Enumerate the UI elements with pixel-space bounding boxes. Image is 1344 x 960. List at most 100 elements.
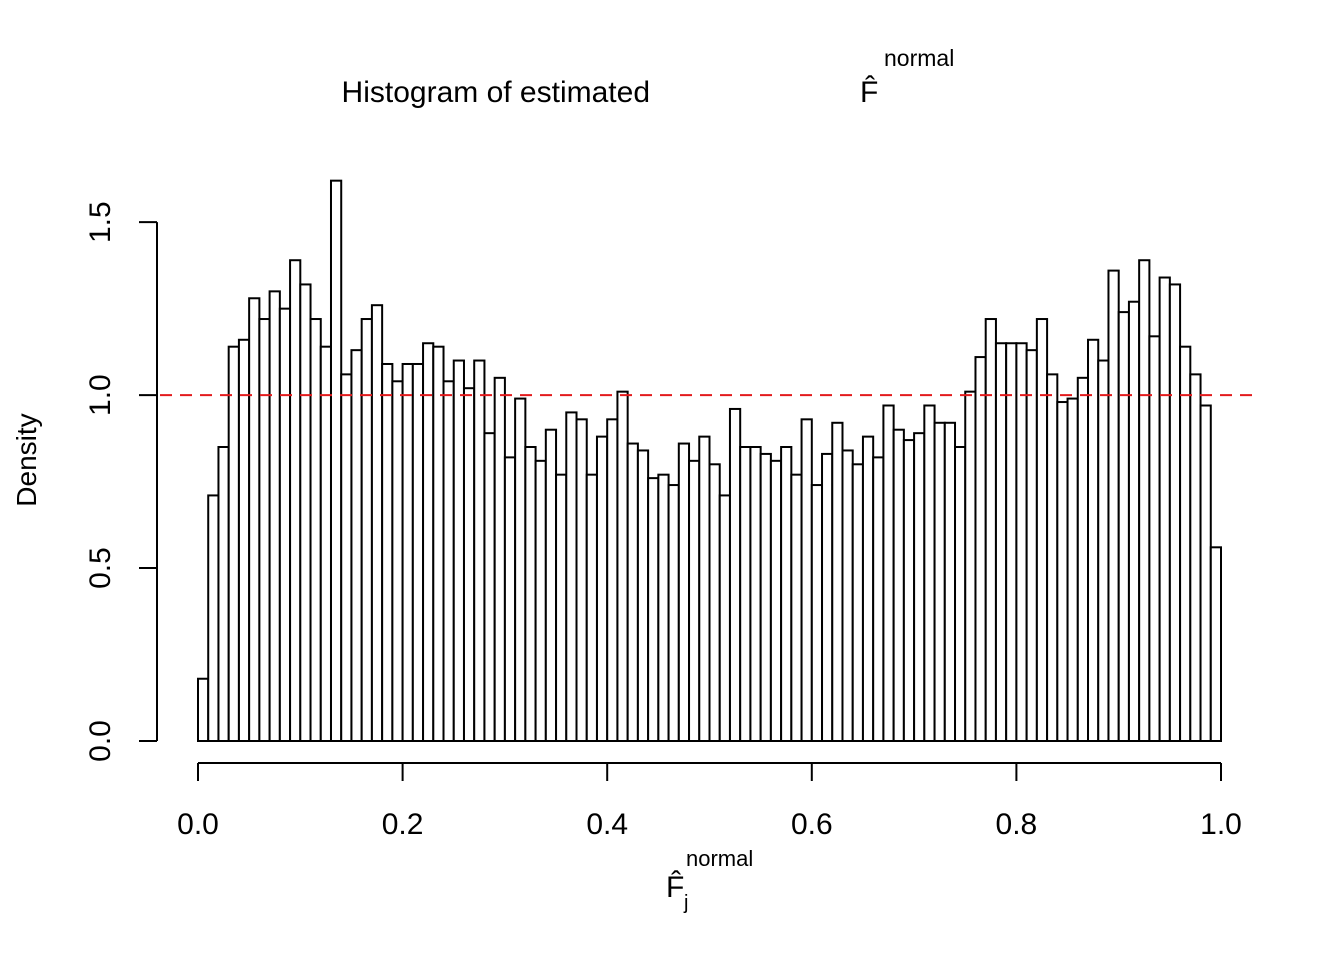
bar (933, 421, 946, 742)
bar (1179, 345, 1192, 742)
bar (841, 449, 854, 742)
bar (954, 446, 967, 742)
chart-title-symbol: F̂ (860, 76, 878, 109)
bar (1097, 359, 1110, 742)
x-axis-label-superscript: normal (686, 846, 753, 871)
bar (493, 376, 506, 742)
bar (851, 463, 864, 742)
bar (432, 345, 445, 742)
bar (565, 411, 578, 742)
bar (422, 342, 435, 742)
bar (514, 397, 527, 742)
bar (1168, 283, 1182, 742)
bar (1138, 259, 1151, 742)
bar (698, 435, 711, 742)
bar (892, 428, 905, 742)
bar (595, 435, 609, 742)
bar (1066, 397, 1079, 742)
bar (1056, 401, 1069, 742)
bar (1158, 276, 1171, 742)
bar (391, 380, 404, 742)
bar (964, 390, 977, 742)
y-tick-label: 0.0 (84, 720, 117, 762)
x-tick-label: 0.0 (177, 808, 219, 841)
bar (688, 459, 701, 742)
bar (1035, 318, 1049, 742)
bar (360, 318, 373, 742)
y-tick-label: 1.5 (84, 201, 117, 243)
bar (340, 373, 353, 742)
bar (1189, 373, 1202, 742)
bar (708, 463, 721, 742)
bar (1117, 311, 1130, 742)
bar (207, 494, 220, 742)
bar (984, 318, 997, 742)
bar (1005, 342, 1018, 742)
bar (442, 380, 455, 742)
bar (534, 459, 547, 742)
x-tick-label: 0.6 (791, 808, 833, 841)
bar (800, 418, 813, 742)
bar (370, 304, 384, 742)
bar (759, 452, 772, 742)
bar (227, 345, 240, 742)
bar (1046, 373, 1059, 742)
bar (1025, 349, 1038, 742)
bar (861, 435, 875, 742)
bar (647, 477, 660, 742)
chart-title: Histogram of estimated (342, 76, 650, 109)
bar (872, 456, 885, 742)
bar (626, 442, 639, 742)
x-tick-label: 0.2 (382, 808, 424, 841)
bar (555, 473, 568, 742)
bar (1127, 300, 1141, 742)
bar (821, 452, 834, 742)
bar (606, 418, 619, 742)
bar (749, 446, 762, 742)
bar (473, 359, 486, 742)
bar (718, 494, 731, 742)
x-axis-label: F̂ (666, 871, 684, 904)
bar (1209, 546, 1223, 743)
bar (319, 345, 332, 742)
x-tick-label: 1.0 (1200, 808, 1242, 841)
bar (739, 446, 752, 742)
bar (677, 442, 691, 742)
bar (769, 459, 783, 742)
x-tick-label: 0.4 (586, 808, 628, 841)
bar (902, 439, 916, 742)
y-tick-label: 0.5 (84, 547, 117, 589)
y-axis-label: Density (11, 413, 42, 506)
bar (524, 446, 537, 742)
bar (575, 418, 588, 742)
bar (483, 432, 496, 742)
bar (1148, 335, 1161, 742)
bar (974, 356, 987, 742)
bar (289, 259, 302, 742)
bar (585, 473, 598, 742)
bar (1107, 269, 1120, 742)
bar (381, 362, 394, 742)
bar (913, 432, 926, 742)
bar (268, 290, 281, 742)
bar (329, 179, 343, 742)
bar (544, 428, 558, 742)
bar (1199, 404, 1212, 742)
bar (248, 297, 261, 742)
bar (790, 473, 803, 742)
y-tick-label: 1.0 (84, 374, 117, 416)
bar (810, 484, 824, 742)
x-axis-label-subscript: j (683, 892, 688, 914)
bar (278, 307, 292, 742)
bar (350, 349, 363, 742)
bar (923, 404, 936, 742)
bar (452, 359, 465, 742)
bar (636, 449, 650, 742)
bar (217, 446, 230, 742)
bar (728, 407, 742, 742)
bar (882, 404, 895, 742)
bar (1015, 342, 1028, 742)
bar (657, 473, 670, 742)
bar (1087, 338, 1100, 742)
